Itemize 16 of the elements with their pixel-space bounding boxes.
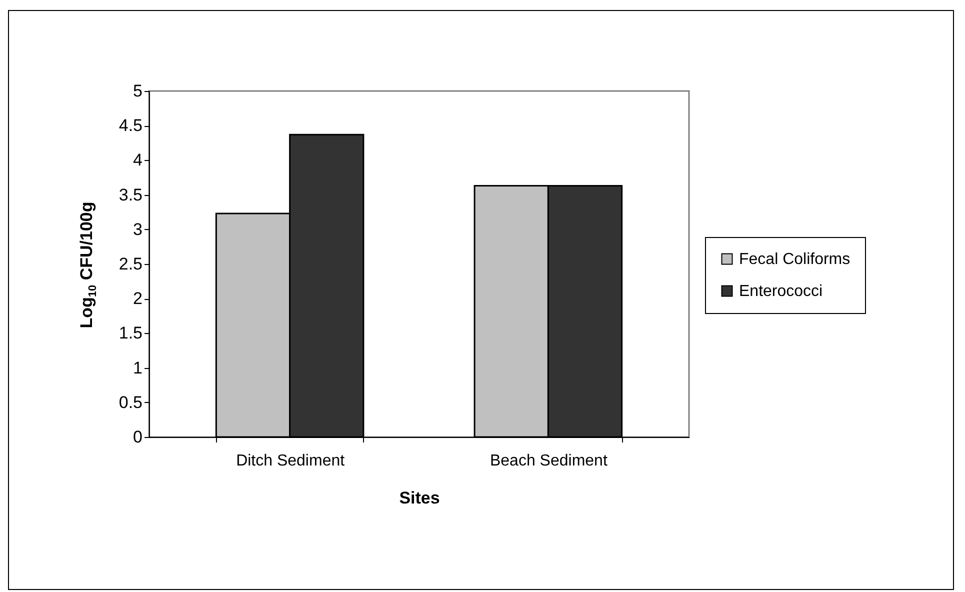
legend-label: Fecal Coliforms <box>739 251 850 268</box>
y-tick-label: 4.5 <box>118 116 142 136</box>
y-tick-label: 1.5 <box>118 324 142 343</box>
y-tick-label: 4 <box>133 150 142 170</box>
y-tick-label: 3 <box>133 220 142 239</box>
x-tick-label: Ditch Sediment <box>236 452 346 470</box>
x-tick-label: Beach Sediment <box>490 452 608 470</box>
y-tick-label: 0.5 <box>118 392 142 412</box>
legend-label: Enterococci <box>739 283 823 300</box>
y-tick-label: 2 <box>133 289 142 308</box>
x-axis-title: Sites <box>399 488 440 508</box>
y-tick-label: 0 <box>133 428 142 446</box>
y-tick-label: 2.5 <box>118 254 142 274</box>
y-tick-label: 1 <box>133 358 142 378</box>
y-tick-label: 5 <box>133 82 142 100</box>
y-tick-label: 3.5 <box>118 185 142 204</box>
